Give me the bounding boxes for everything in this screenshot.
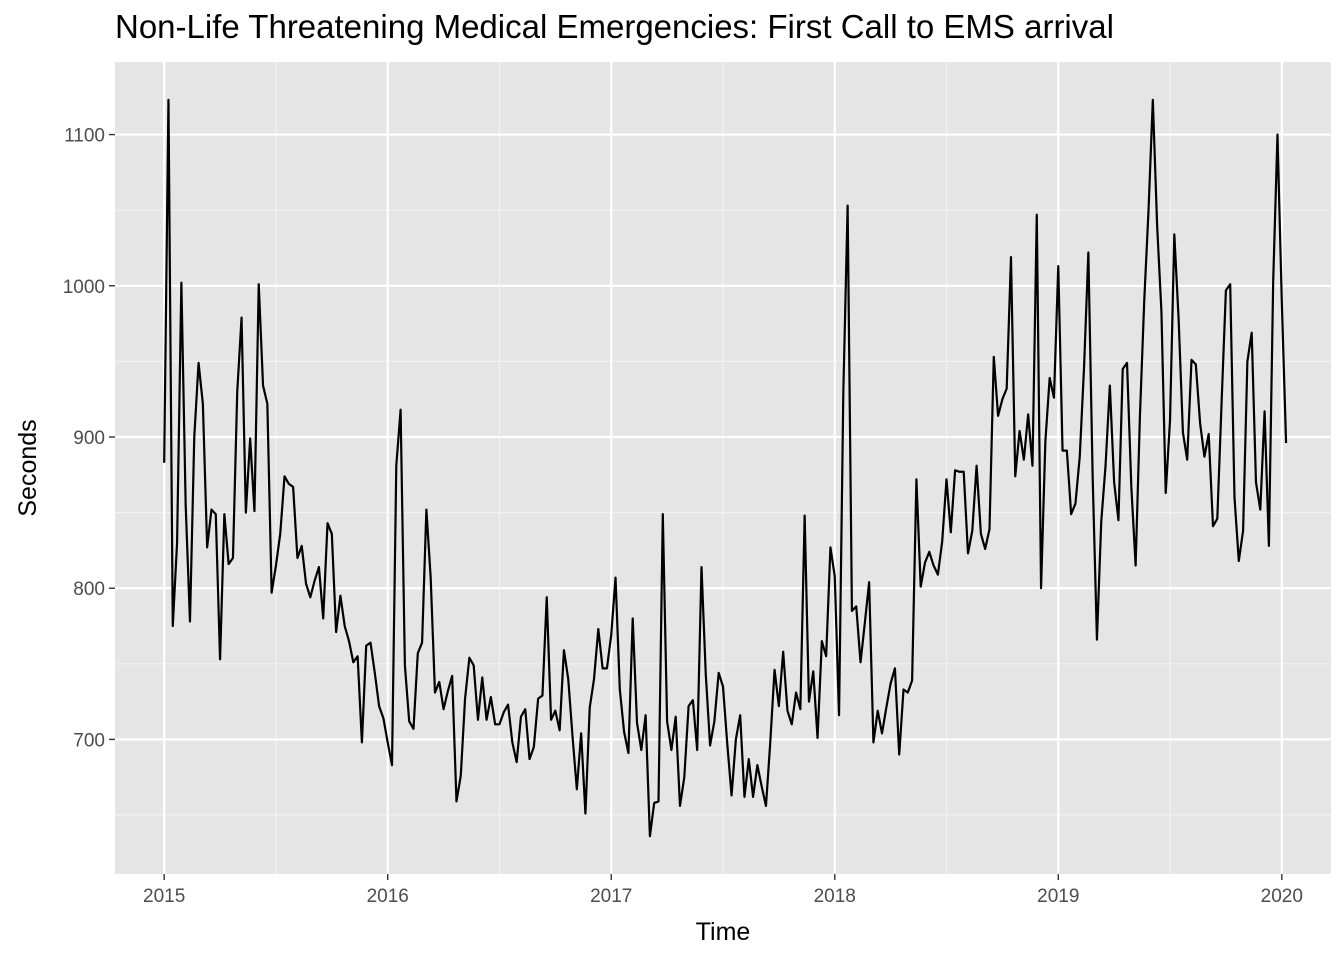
y-tick-label: 900	[73, 428, 105, 449]
x-tick-label: 2017	[590, 886, 632, 907]
x-axis: 2015 2016 2017 2018 2019 2020	[143, 874, 1303, 907]
y-tick-label: 1100	[64, 126, 105, 147]
x-tick-label: 2019	[1037, 886, 1079, 907]
chart-title: Non-Life Threatening Medical Emergencies…	[115, 8, 1114, 45]
y-tick-label: 700	[73, 730, 105, 751]
x-axis-title: Time	[696, 918, 751, 946]
major-gridlines	[115, 62, 1331, 874]
x-tick-label: 2018	[814, 886, 856, 907]
x-tick-label: 2015	[143, 886, 185, 907]
y-tick-label: 800	[73, 579, 105, 600]
y-tick-label: 1000	[63, 277, 105, 298]
y-axis-title: Seconds	[14, 419, 42, 516]
y-axis: 700 800 900 1000 1100	[63, 126, 115, 751]
x-tick-label: 2016	[367, 886, 409, 907]
series-line	[163, 98, 1288, 838]
x-tick-label: 2020	[1261, 886, 1303, 907]
